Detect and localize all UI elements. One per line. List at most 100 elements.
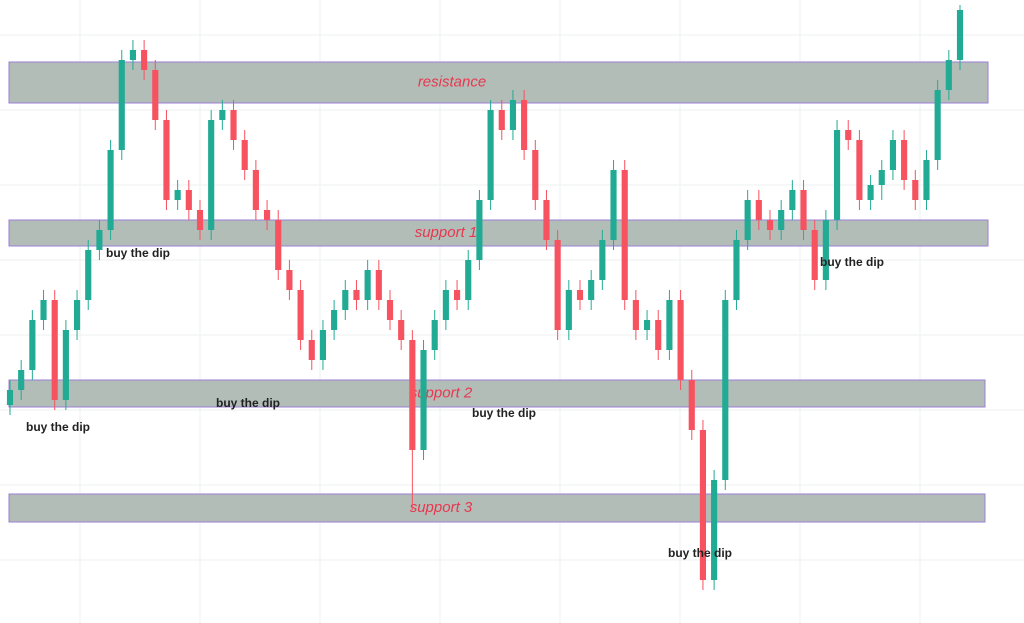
candle-body (29, 320, 36, 370)
zone (8, 61, 989, 104)
candle-body (185, 190, 192, 210)
candle-body (174, 190, 181, 200)
zone (8, 493, 986, 523)
annotation: buy the dip (216, 396, 280, 410)
candle-body (766, 220, 774, 230)
candle-body (856, 140, 863, 200)
candle-body (353, 290, 360, 300)
zone (8, 379, 986, 408)
candle-body (744, 200, 751, 240)
candle-body (286, 270, 293, 290)
candle-body (934, 90, 941, 160)
candle-body (532, 150, 539, 200)
candle-body (465, 260, 472, 300)
candle-body (230, 110, 237, 140)
candle-body (688, 380, 695, 430)
candle-body (889, 140, 897, 170)
candle-body (800, 190, 807, 230)
candle-body (643, 320, 651, 330)
zone-label: support 2 (410, 384, 473, 401)
candle-body (118, 60, 125, 150)
candle-body (822, 220, 829, 280)
zone-label: support 3 (410, 499, 473, 516)
candle-body (476, 200, 483, 260)
candle-body (845, 130, 852, 140)
candle-body (610, 170, 617, 240)
candle-body (621, 170, 628, 300)
candle-body (755, 200, 762, 220)
candle-body (342, 290, 349, 310)
candle-body (308, 340, 315, 360)
candle-body (141, 50, 148, 70)
candle-body (275, 220, 282, 270)
candle-body (319, 330, 327, 360)
candle-body (263, 210, 271, 220)
candle-body (152, 70, 159, 120)
candle-body (375, 270, 382, 300)
candle-body (62, 330, 69, 400)
candle-body (543, 200, 550, 240)
candle-body (107, 150, 114, 230)
candle-body (677, 300, 684, 380)
candle-body (722, 300, 729, 480)
candle-body (833, 130, 841, 220)
candle-body (364, 270, 371, 300)
candle-body (923, 160, 930, 200)
candle-body (565, 290, 572, 330)
candle-body (498, 110, 505, 130)
candle-body (297, 290, 304, 340)
candle-body (252, 170, 259, 210)
candle-body (409, 340, 416, 450)
candle-body (588, 280, 595, 300)
candle-body (509, 100, 517, 130)
candle-body (699, 430, 707, 580)
candle-body (51, 300, 58, 400)
candle-body (945, 60, 952, 90)
candle-body (956, 10, 964, 60)
candle-body (655, 320, 662, 350)
candle-body (453, 290, 461, 300)
candle-body (431, 320, 438, 350)
candle-body (398, 320, 405, 340)
candle-body (129, 50, 137, 60)
candle-body (96, 230, 103, 250)
candle-body (487, 110, 494, 200)
zone (8, 219, 989, 247)
candle-body (73, 300, 81, 330)
candle-body (196, 210, 204, 230)
annotation: buy the dip (820, 255, 884, 269)
candle-body (442, 290, 449, 320)
candle-body (241, 140, 248, 170)
candle-body (331, 310, 338, 330)
candle-body (6, 390, 14, 405)
annotation: buy the dip (106, 246, 170, 260)
zone-label: resistance (418, 73, 486, 90)
candle-body (576, 290, 584, 300)
candle-body (811, 230, 818, 280)
candle-body (40, 300, 47, 320)
candle-body (18, 370, 25, 390)
candle-body (163, 120, 170, 200)
candle-body (733, 240, 740, 300)
annotation: buy the dip (26, 420, 90, 434)
candle-body (599, 240, 606, 280)
annotation: buy the dip (668, 546, 732, 560)
candle-body (901, 140, 908, 180)
annotation: buy the dip (472, 406, 536, 420)
zone-label: support 1 (415, 224, 478, 241)
candle-body (219, 110, 226, 120)
candle-body (632, 300, 639, 330)
candle-body (778, 210, 785, 230)
candle-body (420, 350, 427, 450)
candle-body (386, 300, 394, 320)
candle-body (666, 300, 673, 350)
candle-body (554, 240, 561, 330)
candle-body (208, 120, 215, 230)
candle-body (521, 100, 528, 150)
candle-body (85, 250, 92, 300)
candle-body (878, 170, 885, 185)
candle-body (912, 180, 919, 200)
candle-body (711, 480, 718, 580)
